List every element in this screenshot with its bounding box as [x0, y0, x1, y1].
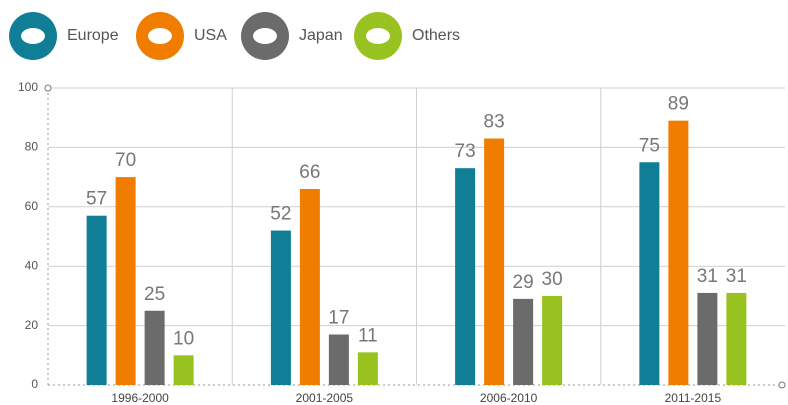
bar [270, 230, 291, 385]
value-label: 25 [144, 284, 165, 305]
bar [513, 298, 534, 385]
bar [144, 310, 165, 385]
y-tick-label: 20 [25, 318, 39, 332]
bar [697, 292, 718, 385]
bar [484, 138, 505, 385]
y-tick-label: 80 [25, 140, 39, 154]
value-label: 57 [86, 189, 107, 210]
legend-label: Japan [299, 27, 343, 44]
value-label: 29 [513, 272, 534, 293]
value-label: 66 [299, 162, 320, 183]
value-label: 52 [270, 204, 291, 225]
legend-label: Others [412, 27, 460, 44]
value-label: 10 [173, 328, 194, 349]
bar [328, 334, 349, 385]
bar [455, 168, 476, 385]
y-tick-label: 0 [31, 377, 38, 391]
x-tick-label: 2001-2005 [296, 391, 354, 405]
value-label: 31 [697, 266, 718, 287]
value-label: 17 [328, 308, 349, 329]
bar [115, 177, 136, 385]
axis-end [44, 84, 52, 92]
bar [668, 120, 689, 386]
x-tick-label: 2006-2010 [480, 391, 538, 405]
legend-icon-shape [148, 28, 172, 44]
bar [542, 295, 563, 385]
legend-icon-shape [253, 28, 277, 44]
y-tick-label: 100 [18, 80, 38, 94]
legend-icon-shape [21, 28, 45, 44]
bar [639, 162, 660, 385]
legend-label: USA [194, 27, 227, 44]
x-tick-label: 1996-2000 [111, 391, 169, 405]
value-label: 75 [639, 135, 660, 156]
value-label: 73 [455, 141, 476, 162]
bar [173, 355, 194, 385]
value-label: 83 [484, 112, 505, 133]
value-label: 70 [115, 150, 136, 171]
bar [357, 352, 378, 385]
legend-icon-shape [366, 28, 390, 44]
value-label: 89 [668, 94, 689, 115]
value-label: 30 [542, 269, 563, 290]
bar [299, 188, 320, 385]
value-label: 31 [726, 266, 747, 287]
bar [726, 292, 747, 385]
x-tick-label: 2011-2015 [665, 391, 722, 405]
y-tick-label: 40 [25, 258, 39, 272]
bar [86, 215, 107, 385]
y-tick-label: 60 [25, 199, 39, 213]
legend-label: Europe [67, 27, 119, 44]
value-label: 11 [358, 325, 378, 346]
axis-end [778, 381, 786, 389]
